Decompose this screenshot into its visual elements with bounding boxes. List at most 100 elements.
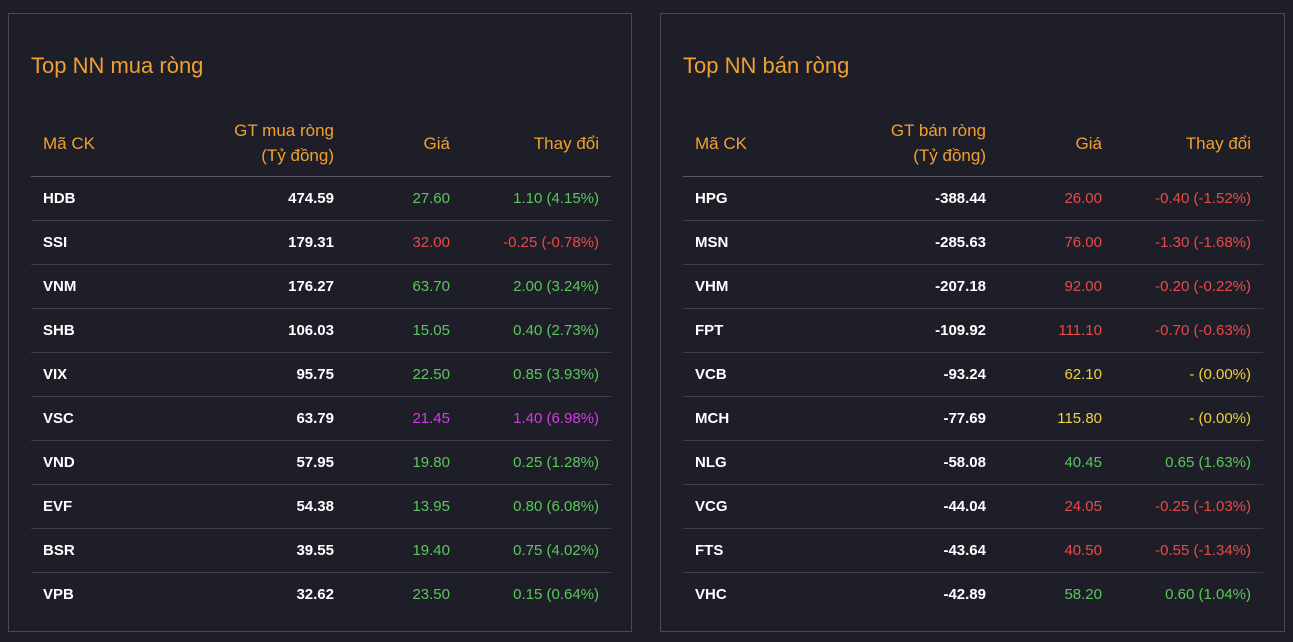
- table-row[interactable]: VCB -93.24 62.10- (0.00%): [683, 352, 1263, 397]
- column-header-net-sell-value[interactable]: GT bán ròng (Tỷ đồng): [823, 110, 998, 177]
- stock-price: 22.50: [346, 352, 462, 397]
- stock-price: 13.95: [346, 484, 462, 529]
- stock-symbol[interactable]: FPT: [683, 308, 823, 353]
- stock-price: 23.50: [412, 586, 450, 603]
- price-change: 0.85 (3.93%): [462, 352, 611, 397]
- stock-symbol[interactable]: MSN: [683, 220, 823, 265]
- top-foreign-net-sell-panel: Top NN bán ròng Mã CK GT bán ròng (Tỷ đồ…: [660, 13, 1285, 632]
- table-row[interactable]: VNM 176.27 63.70 2.00 (3.24%): [31, 264, 611, 309]
- table-row[interactable]: VCG -44.04 24.05 -0.25 (-1.03%): [683, 484, 1263, 529]
- table-row[interactable]: VIX 95.75 22.50 0.85 (3.93%): [31, 352, 611, 397]
- column-header-change[interactable]: Thay đổi: [1114, 110, 1263, 177]
- stock-symbol[interactable]: EVF: [31, 484, 171, 529]
- column-header-symbol[interactable]: Mã CK: [31, 110, 171, 177]
- header-label-line2: (Tỷ đồng): [261, 146, 334, 165]
- net-value: -77.69: [823, 396, 998, 441]
- net-value: 54.38: [171, 484, 346, 529]
- net-value: 176.27: [171, 264, 346, 309]
- table-row[interactable]: FTS -43.64 40.50 -0.55 (-1.34%): [683, 528, 1263, 573]
- stock-symbol[interactable]: VNM: [31, 264, 171, 309]
- stock-price: 63.70: [346, 264, 462, 309]
- net-value: -388.44: [823, 176, 998, 221]
- column-header-symbol[interactable]: Mã CK: [683, 110, 823, 177]
- table-row[interactable]: HDB 474.59 27.60 1.10 (4.15%): [31, 176, 611, 221]
- column-header-price[interactable]: Giá: [346, 110, 462, 177]
- table-row[interactable]: BSR 39.55 19.40 0.75 (4.02%): [31, 528, 611, 573]
- stock-symbol[interactable]: VHC: [695, 586, 727, 603]
- stock-price: 40.45: [998, 440, 1114, 485]
- price-change: -0.20 (-0.22%): [1114, 264, 1263, 309]
- table-row[interactable]: EVF 54.38 13.95 0.80 (6.08%): [31, 484, 611, 529]
- stock-symbol[interactable]: VCB: [683, 352, 823, 397]
- net-value: -285.63: [823, 220, 998, 265]
- table-row[interactable]: VSC 63.79 21.45 1.40 (6.98%): [31, 396, 611, 441]
- stock-price: 19.80: [346, 440, 462, 485]
- table-header-row: Mã CK GT bán ròng (Tỷ đồng) Giá Thay đổi: [683, 110, 1263, 177]
- table-row[interactable]: VND 57.95 19.80 0.25 (1.28%): [31, 440, 611, 485]
- price-change: 0.15 (0.64%): [513, 586, 599, 603]
- price-change: -0.70 (-0.63%): [1114, 308, 1263, 353]
- net-value: -44.04: [823, 484, 998, 529]
- stock-symbol[interactable]: VHM: [683, 264, 823, 309]
- top-foreign-net-buy-panel: Top NN mua ròng Mã CK GT mua ròng (Tỷ đồ…: [8, 13, 632, 632]
- net-value: -93.24: [823, 352, 998, 397]
- stock-symbol[interactable]: VIX: [31, 352, 171, 397]
- table-row[interactable]: SSI 179.31 32.00 -0.25 (-0.78%): [31, 220, 611, 265]
- price-change: - (0.00%): [1114, 352, 1263, 397]
- net-value: -42.89: [943, 586, 986, 603]
- price-change: -0.40 (-1.52%): [1114, 176, 1263, 221]
- net-sell-table: Mã CK GT bán ròng (Tỷ đồng) Giá Thay đổi…: [683, 110, 1263, 616]
- stock-symbol[interactable]: BSR: [31, 528, 171, 573]
- price-change: -0.55 (-1.34%): [1114, 528, 1263, 573]
- column-header-price[interactable]: Giá: [998, 110, 1114, 177]
- price-change: - (0.00%): [1114, 396, 1263, 441]
- panel-title: Top NN bán ròng: [683, 53, 850, 78]
- table-row[interactable]: NLG -58.08 40.45 0.65 (1.63%): [683, 440, 1263, 485]
- table-row[interactable]: VHC -42.89 58.20 0.60 (1.04%): [683, 573, 1263, 617]
- net-buy-table: Mã CK GT mua ròng (Tỷ đồng) Giá Thay đổi…: [31, 110, 611, 616]
- price-change: 0.25 (1.28%): [462, 440, 611, 485]
- net-value: -207.18: [823, 264, 998, 309]
- stock-symbol[interactable]: MCH: [683, 396, 823, 441]
- stock-symbol[interactable]: HPG: [683, 176, 823, 221]
- stock-symbol[interactable]: SHB: [31, 308, 171, 353]
- table-row[interactable]: MCH -77.69 115.80- (0.00%): [683, 396, 1263, 441]
- table-row[interactable]: SHB 106.03 15.05 0.40 (2.73%): [31, 308, 611, 353]
- stock-price: 115.80: [998, 396, 1114, 441]
- net-value: -43.64: [823, 528, 998, 573]
- column-header-change[interactable]: Thay đổi: [462, 110, 611, 177]
- stock-symbol[interactable]: VSC: [31, 396, 171, 441]
- table-row[interactable]: FPT -109.92 111.10 -0.70 (-0.63%): [683, 308, 1263, 353]
- stock-symbol[interactable]: SSI: [31, 220, 171, 265]
- net-value: -109.92: [823, 308, 998, 353]
- price-change: 0.60 (1.04%): [1165, 586, 1251, 603]
- stock-symbol[interactable]: NLG: [683, 440, 823, 485]
- stock-price: 26.00: [998, 176, 1114, 221]
- column-header-net-buy-value[interactable]: GT mua ròng (Tỷ đồng): [171, 110, 346, 177]
- stock-symbol[interactable]: HDB: [31, 176, 171, 221]
- stock-symbol[interactable]: VCG: [683, 484, 823, 529]
- table-row[interactable]: VPB 32.62 23.50 0.15 (0.64%): [31, 573, 611, 617]
- price-change: 0.80 (6.08%): [462, 484, 611, 529]
- price-change: 2.00 (3.24%): [462, 264, 611, 309]
- net-value: 39.55: [171, 528, 346, 573]
- table-row[interactable]: HPG -388.44 26.00 -0.40 (-1.52%): [683, 176, 1263, 221]
- stock-symbol[interactable]: VPB: [43, 586, 74, 603]
- stock-price: 32.00: [346, 220, 462, 265]
- stock-symbol[interactable]: VND: [31, 440, 171, 485]
- net-value: 95.75: [171, 352, 346, 397]
- table-row[interactable]: VHM -207.18 92.00 -0.20 (-0.22%): [683, 264, 1263, 309]
- stock-price: 40.50: [998, 528, 1114, 573]
- price-change: 0.75 (4.02%): [462, 528, 611, 573]
- stock-symbol[interactable]: FTS: [683, 528, 823, 573]
- panel-title: Top NN mua ròng: [31, 53, 204, 78]
- net-value: 474.59: [171, 176, 346, 221]
- stock-price: 15.05: [346, 308, 462, 353]
- price-change: -0.25 (-1.03%): [1114, 484, 1263, 529]
- stock-price: 58.20: [1064, 586, 1102, 603]
- price-change: 1.10 (4.15%): [462, 176, 611, 221]
- net-value: 106.03: [171, 308, 346, 353]
- price-change: -1.30 (-1.68%): [1114, 220, 1263, 265]
- net-value: 57.95: [171, 440, 346, 485]
- table-row[interactable]: MSN -285.63 76.00 -1.30 (-1.68%): [683, 220, 1263, 265]
